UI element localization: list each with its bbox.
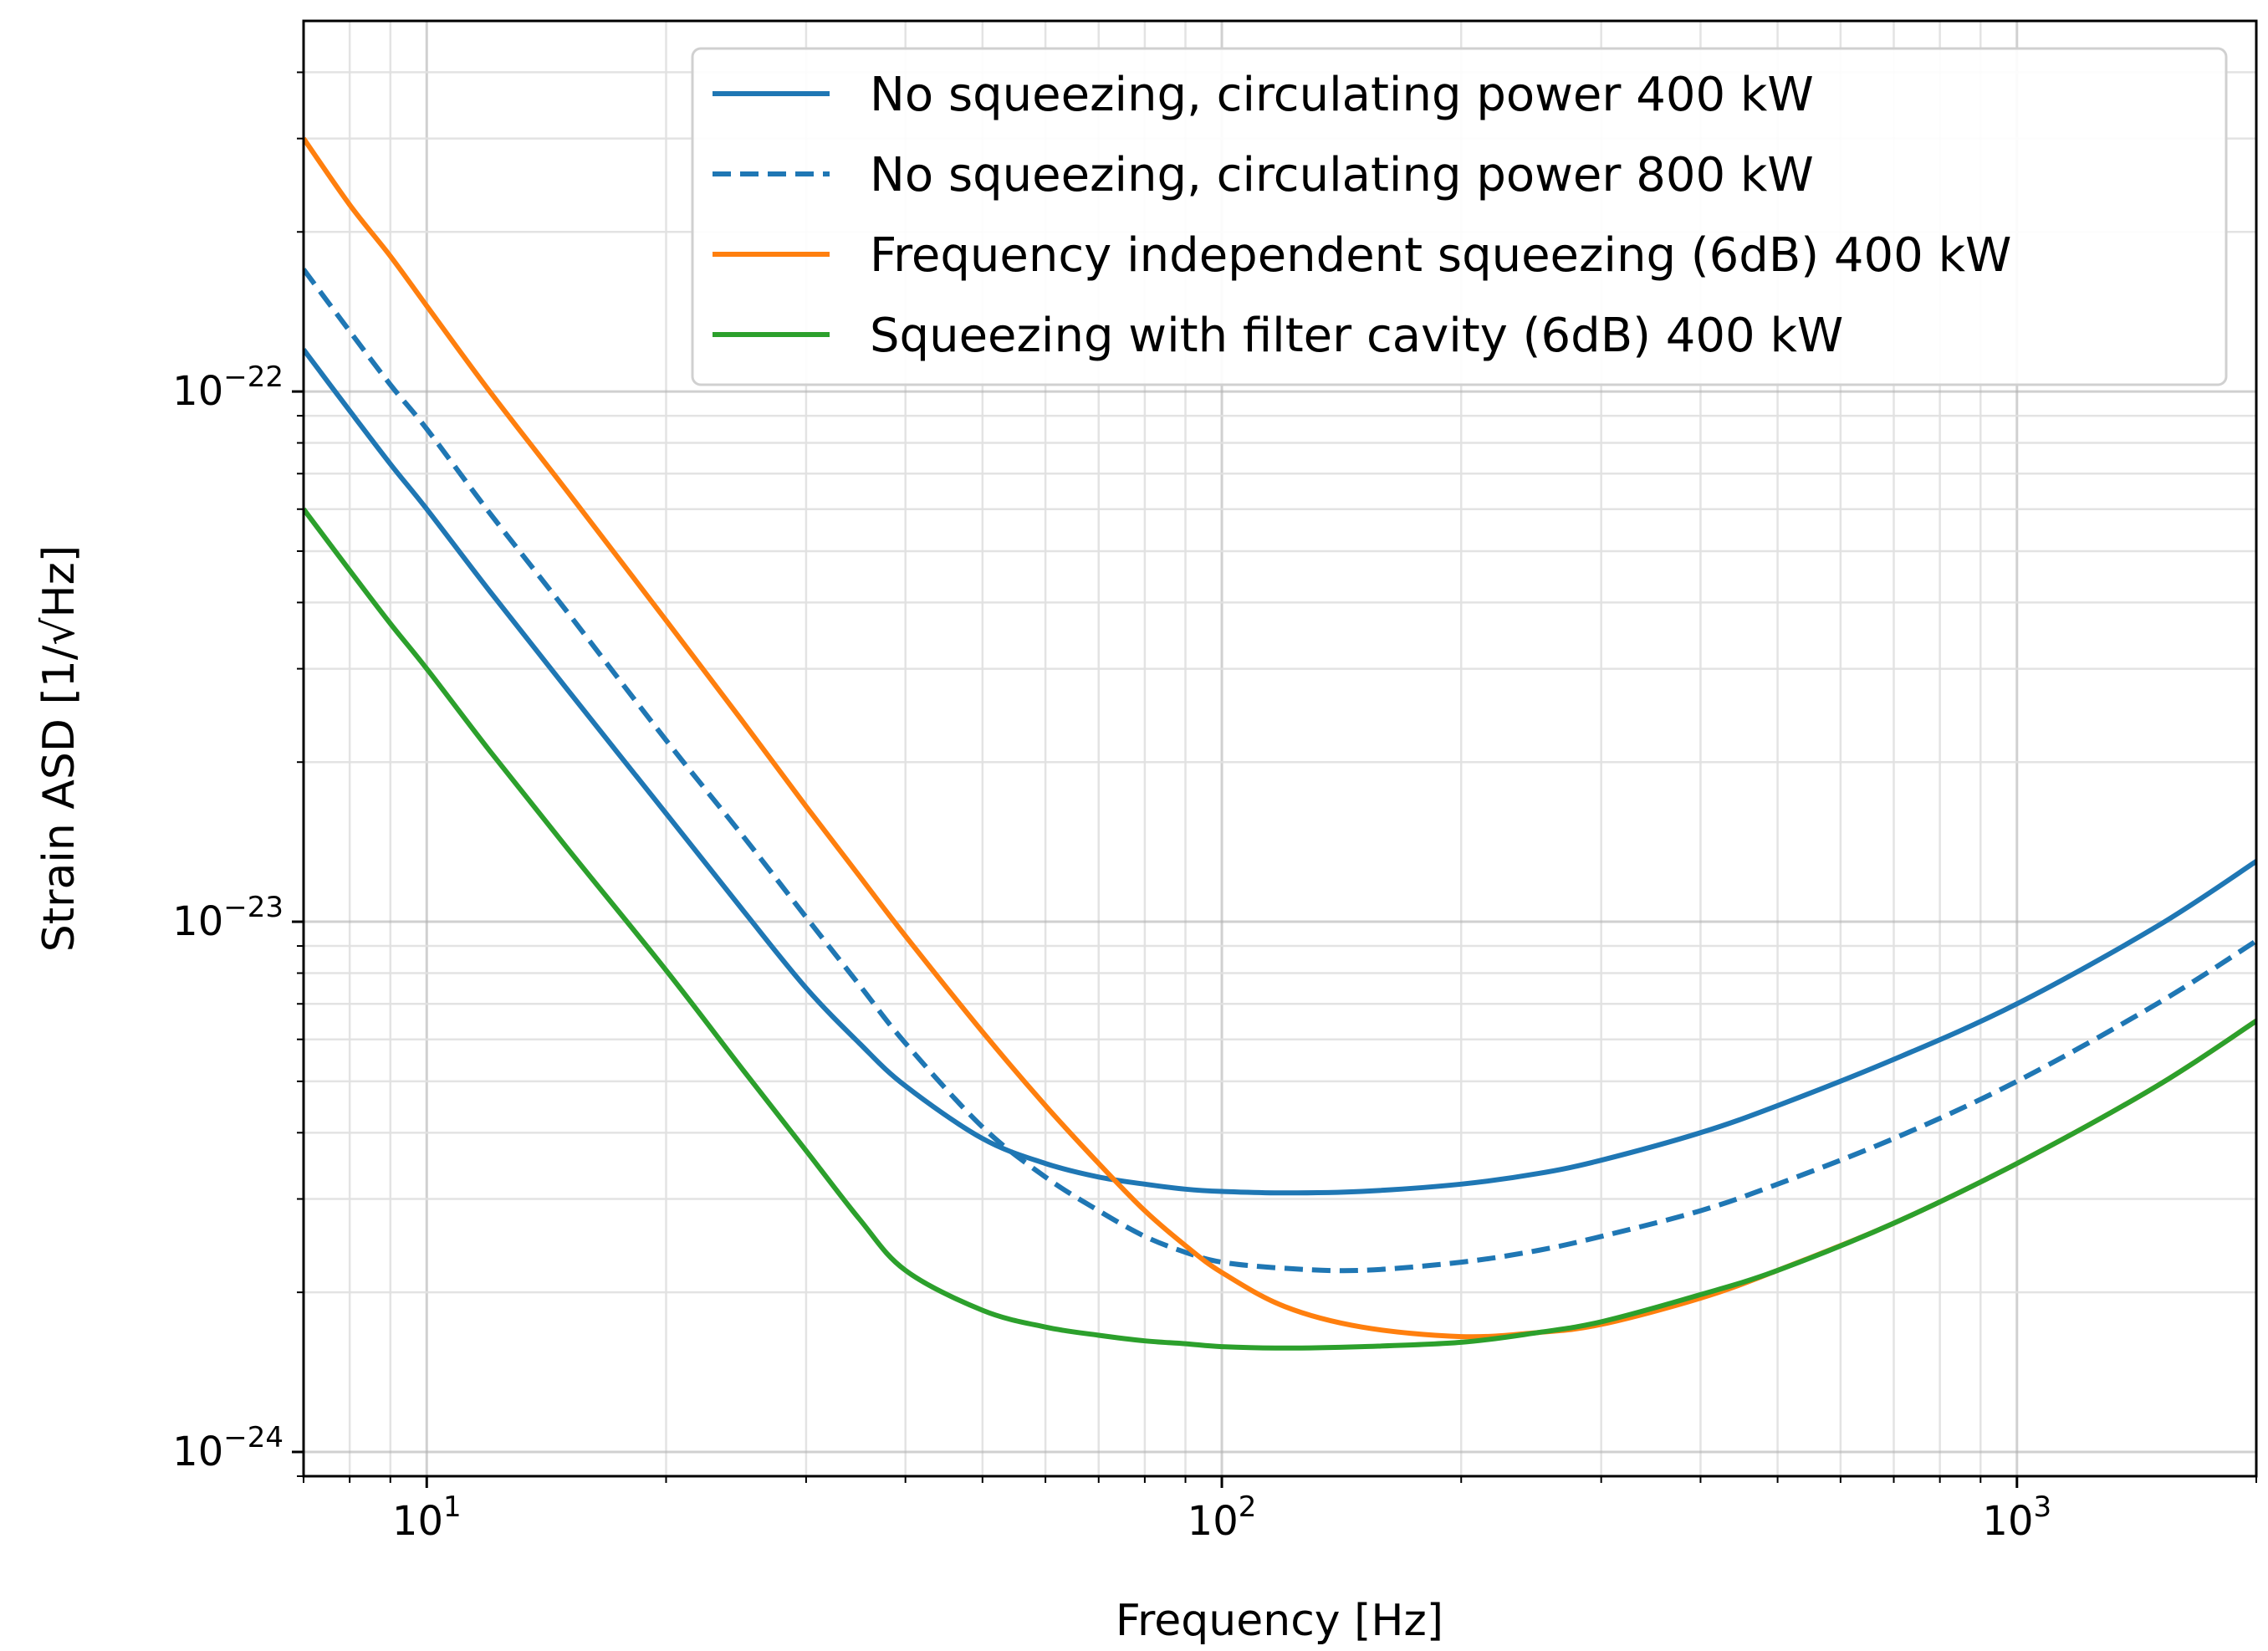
legend-label-3: Frequency independent squeezing (6dB) 40… (870, 228, 2011, 283)
series-line-4 (304, 507, 2256, 1351)
legend-label-1: No squeezing, circulating power 400 kW (870, 68, 1814, 122)
series-lines (304, 136, 2256, 1351)
legend: No squeezing, circulating power 400 kW No… (691, 47, 2228, 386)
axis-ticks: 101 102 103 10−22 10−23 10−24 (172, 71, 2257, 1545)
y-tick-label: 10−24 (172, 1421, 284, 1475)
legend-label-4: Squeezing with filter cavity (6dB) 400 k… (870, 309, 1843, 363)
y-axis-label: Strain ASD [1/√Hz] (34, 545, 84, 952)
x-tick-label: 101 (392, 1490, 462, 1545)
x-axis-label: Frequency [Hz] (1116, 1596, 1443, 1646)
legend-label-2: No squeezing, circulating power 800 kW (870, 148, 1814, 202)
y-tick-label: 10−22 (172, 360, 284, 415)
x-tick-label: 102 (1188, 1490, 1257, 1545)
series-line-1 (304, 348, 2256, 1196)
x-tick-label: 103 (1982, 1490, 2051, 1545)
plot-frame (302, 19, 2258, 1478)
y-tick-label: 10−23 (172, 891, 284, 945)
legend-box (691, 47, 2228, 386)
series-line-2 (304, 268, 2256, 1274)
